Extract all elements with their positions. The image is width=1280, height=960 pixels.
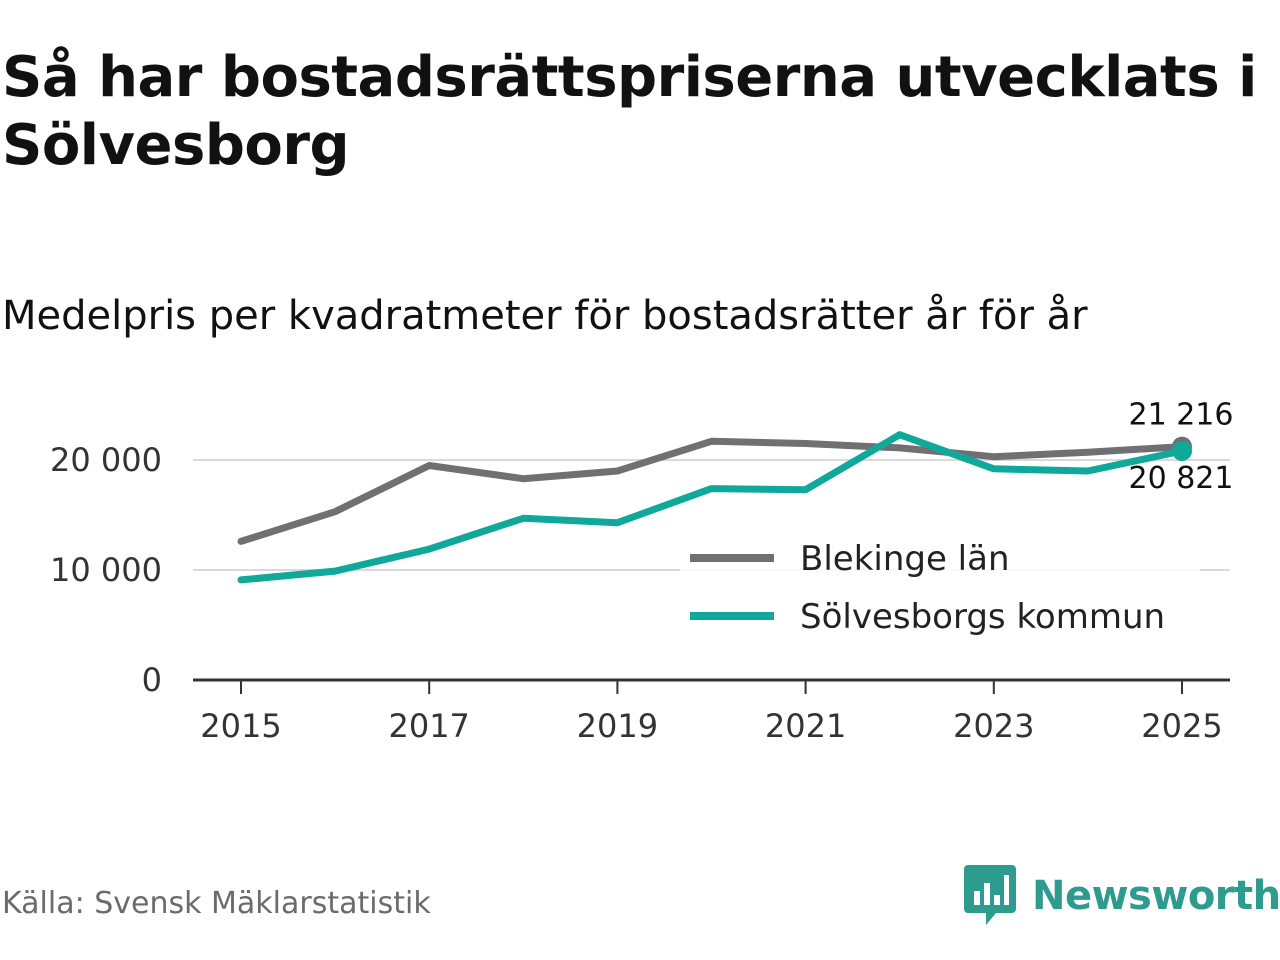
source-note: Källa: Svensk Mäklarstatistik bbox=[2, 886, 431, 921]
x-tick-label: 2025 bbox=[1141, 707, 1222, 745]
series-lines bbox=[237, 431, 1192, 584]
series-line bbox=[237, 437, 1186, 545]
legend-label: Blekinge län bbox=[800, 539, 1010, 579]
x-tick-label: 2021 bbox=[765, 707, 846, 745]
end-value-label: 20 821 bbox=[1129, 461, 1234, 496]
newsworthy-logo-icon bbox=[964, 865, 1016, 925]
end-marker bbox=[1172, 440, 1192, 461]
x-tick-label: 2015 bbox=[200, 707, 281, 745]
brand-logo: Newsworthy bbox=[964, 864, 1280, 928]
x-tick-label: 2019 bbox=[577, 707, 658, 745]
brand-name: Newsworthy bbox=[1032, 873, 1280, 919]
legend: Blekinge län Sölvesborgs kommun bbox=[680, 532, 1200, 642]
end-value-label: 21 216 bbox=[1129, 398, 1234, 433]
y-axis-ticks: 0 10 000 20 000 bbox=[50, 441, 162, 699]
x-axis-ticks: 2015 2017 2019 2021 2023 2025 bbox=[200, 680, 1223, 745]
series-line bbox=[237, 431, 1186, 584]
legend-label: Sölvesborgs kommun bbox=[800, 597, 1165, 637]
chart-title: Så har bostadsrättspriserna utvecklats i… bbox=[2, 45, 1257, 178]
y-tick-label: 20 000 bbox=[50, 441, 162, 479]
x-tick-label: 2017 bbox=[388, 707, 469, 745]
legend-background bbox=[680, 532, 1200, 642]
line-chart: 0 10 000 20 000 2015 2017 2019 2021 2023 2025 B… bbox=[50, 398, 1234, 745]
y-tick-label: 0 bbox=[142, 661, 162, 699]
x-tick-label: 2023 bbox=[953, 707, 1034, 745]
chart-subtitle: Medelpris per kvadratmeter för bostadsrä… bbox=[2, 293, 1088, 339]
end-labels: 21 216 20 821 bbox=[1129, 398, 1234, 496]
y-tick-label: 10 000 bbox=[50, 551, 162, 589]
